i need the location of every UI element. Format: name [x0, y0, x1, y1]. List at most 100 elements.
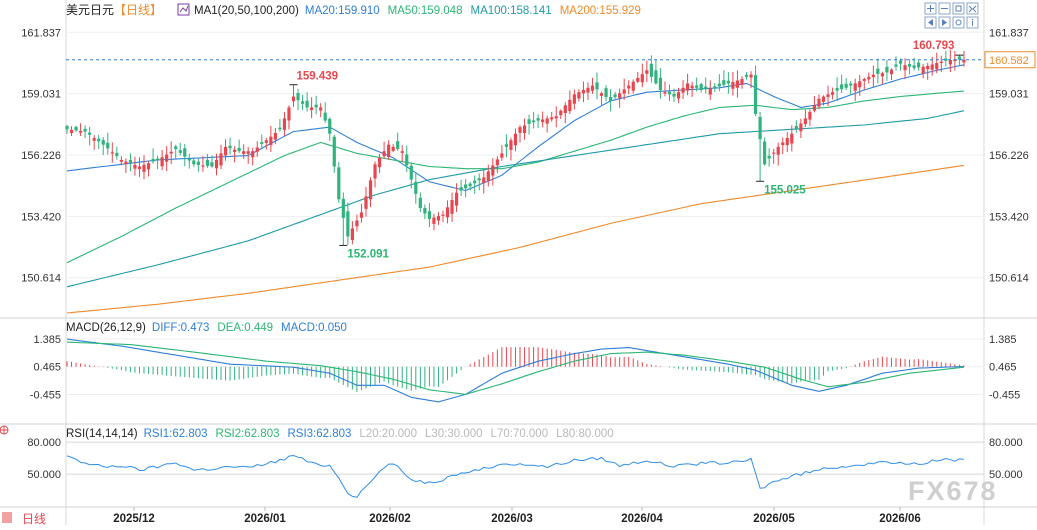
ma-indicator-icon[interactable]	[177, 3, 190, 16]
time-label: 2026/05	[753, 513, 795, 525]
rsi2-value: RSI2:62.803	[216, 428, 280, 440]
price-annotations: 160.582 159.439 152.091 155.025 160.793	[66, 40, 1036, 260]
macd-histogram	[66, 347, 965, 392]
info-icon[interactable]	[966, 16, 979, 29]
candle	[233, 146, 237, 163]
candle	[418, 192, 422, 213]
candle	[319, 103, 323, 118]
shift-left-icon[interactable]	[924, 16, 937, 29]
candle	[228, 137, 232, 155]
candle	[201, 156, 205, 172]
macd-tick-right: -0.455	[989, 390, 1020, 402]
candle	[495, 156, 499, 174]
candle	[686, 73, 690, 96]
candle	[681, 80, 685, 99]
candle	[581, 81, 586, 103]
candle	[590, 77, 595, 94]
time-label: 2026/03	[491, 513, 533, 525]
price-tick-left: 159.031	[21, 89, 61, 101]
rsi-line	[66, 454, 964, 498]
candle	[156, 155, 160, 170]
macd-dea-line	[66, 341, 964, 395]
candle	[359, 203, 364, 223]
candle	[101, 137, 105, 155]
candle	[622, 78, 626, 100]
candle	[726, 72, 730, 94]
period-title: 【日线】	[114, 3, 162, 17]
macd-lines	[66, 338, 964, 403]
period-tab[interactable]: 日线	[2, 512, 46, 526]
rsi-header-name: RSI(14,14,14)	[66, 428, 138, 440]
time-label: 2026/02	[369, 513, 411, 525]
candle	[282, 112, 287, 136]
price-tick-right: 150.614	[989, 273, 1029, 285]
svg-text:MA1(20,50,100,200)MA20:159.910: MA1(20,50,100,200) MA20:159.910 MA50:159.0…	[194, 5, 641, 17]
expand-icon[interactable]	[966, 2, 979, 15]
extreme-label: 152.091	[347, 248, 389, 260]
candle	[744, 72, 749, 80]
candle	[531, 111, 536, 129]
candle	[763, 137, 767, 166]
candle	[871, 65, 875, 87]
candle	[522, 118, 527, 140]
toolbar	[924, 2, 979, 29]
candle	[618, 88, 622, 108]
candlestick-series	[65, 49, 966, 246]
candle	[808, 109, 812, 126]
zoom-out-icon[interactable]	[938, 2, 951, 15]
macd-header-name: MACD(26,12,9)	[66, 322, 146, 334]
candle	[133, 156, 137, 176]
candle	[445, 200, 450, 224]
candle	[491, 158, 495, 186]
candle	[740, 76, 744, 89]
candle	[541, 111, 545, 128]
candle	[432, 213, 436, 231]
candle	[65, 124, 69, 134]
candle	[690, 81, 694, 97]
candle	[183, 143, 187, 167]
fit-screen-icon[interactable]	[952, 2, 965, 15]
ma-line-ma100	[66, 110, 965, 288]
candle	[291, 84, 296, 107]
extreme-label: 160.793	[913, 40, 955, 52]
candle	[504, 134, 509, 158]
candle	[672, 88, 676, 102]
rsi-l30: L30:30.000	[425, 428, 483, 440]
candle	[536, 114, 540, 128]
candle	[559, 109, 563, 119]
zoom-in-icon[interactable]	[924, 2, 937, 15]
extreme-annotation: 160.793	[913, 40, 964, 56]
candle	[595, 72, 599, 100]
crosshair-icon[interactable]	[0, 425, 9, 435]
candle	[717, 74, 721, 92]
candle	[246, 147, 250, 164]
candle	[876, 58, 880, 84]
settings-icon[interactable]	[952, 16, 965, 29]
candle	[826, 85, 830, 107]
rsi1-value: RSI1:62.803	[144, 428, 208, 440]
candle	[264, 137, 268, 150]
candle	[400, 145, 404, 162]
candle	[251, 148, 255, 166]
candle	[242, 144, 246, 160]
candle	[554, 106, 558, 128]
candle	[436, 211, 441, 225]
price-tick-left: 150.614	[21, 273, 61, 285]
rsi-tick-left: 80.000	[27, 437, 61, 449]
candle	[210, 155, 214, 168]
candle	[853, 78, 857, 101]
rsi-l20: L20:20.000	[359, 428, 417, 440]
candle	[921, 63, 925, 79]
candle	[346, 202, 350, 245]
ma100-value: MA100:158.141	[470, 5, 551, 17]
extreme-annotation: 155.025	[756, 180, 806, 196]
rsi-l70: L70:70.000	[491, 428, 549, 440]
candle	[92, 135, 96, 150]
candle	[454, 183, 459, 213]
candle	[74, 125, 78, 132]
shift-right-icon[interactable]	[938, 16, 951, 29]
candle	[917, 60, 921, 71]
candle	[609, 89, 613, 112]
candle	[767, 148, 771, 167]
